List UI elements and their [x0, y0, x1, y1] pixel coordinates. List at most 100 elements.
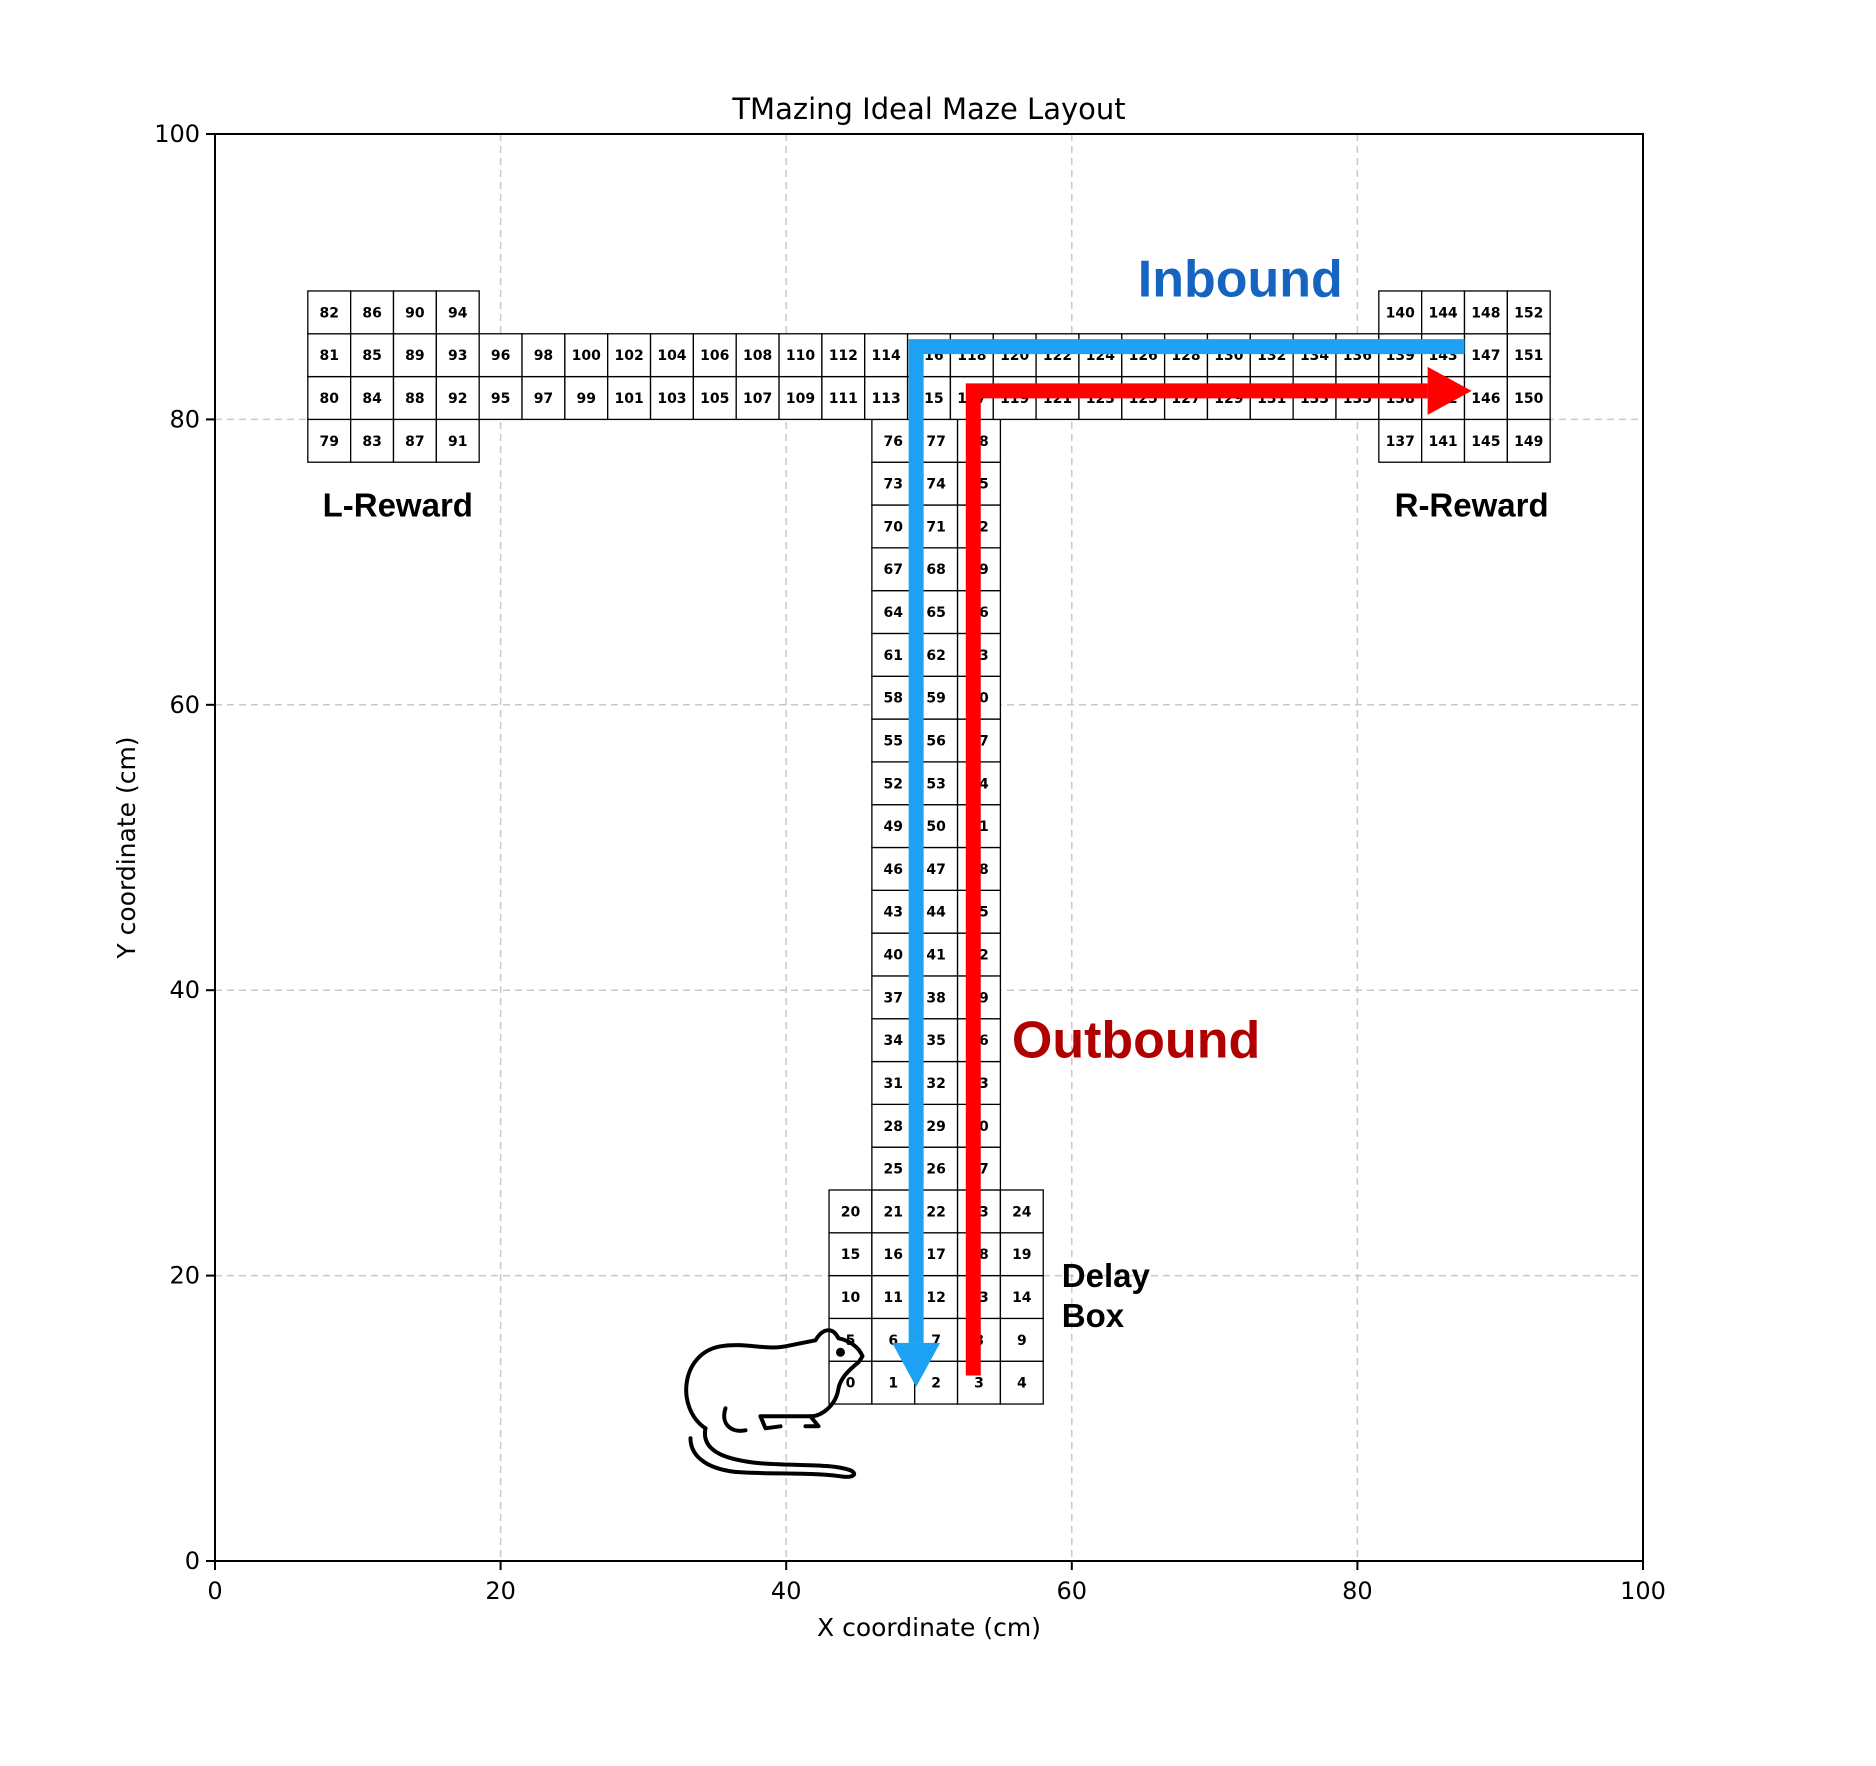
bin-cell	[435, 375, 480, 421]
bin-label: 38	[926, 990, 945, 1006]
inbound-path: Inbound	[892, 251, 1465, 1387]
bin-cell	[607, 333, 652, 378]
bin-cell	[350, 333, 395, 378]
bin-label: 58	[884, 691, 903, 707]
outbound-label: Outbound	[1012, 1011, 1260, 1069]
bin-label: 90	[405, 305, 425, 321]
bin-cell	[871, 547, 916, 592]
bin-label: 152	[1514, 305, 1543, 321]
bin-label: 68	[926, 562, 945, 578]
bin-cell	[435, 290, 480, 335]
bin-label: 151	[1514, 348, 1543, 364]
bin-label: 6	[888, 1333, 898, 1349]
rat-tail	[688, 1426, 856, 1479]
bin-label: 150	[1514, 391, 1543, 407]
maze-bin-83: 83	[350, 418, 395, 463]
bin-label: 87	[405, 434, 424, 450]
bin-label: 110	[786, 348, 815, 364]
bin-label: 76	[884, 434, 903, 450]
maze-bin-141: 141	[1421, 418, 1466, 463]
maze-bin-37: 37	[871, 975, 916, 1020]
bin-cell	[735, 333, 780, 378]
bin-label: 53	[926, 776, 945, 792]
maze-bin-70: 70	[871, 504, 916, 549]
maze-bin-21: 21	[871, 1189, 916, 1234]
bin-label: 98	[534, 348, 553, 364]
bin-label: 17	[926, 1247, 945, 1263]
maze-bin-106: 106	[692, 333, 737, 378]
maze-bin-5: 5	[828, 1317, 873, 1362]
bin-label: 19	[1012, 1247, 1031, 1263]
bin-label: 67	[884, 562, 903, 578]
bin-label: 88	[405, 391, 424, 407]
maze-bin-11: 11	[871, 1274, 916, 1320]
x-tick-label: 20	[485, 1577, 516, 1605]
maze-bin-112: 112	[821, 333, 866, 378]
bin-cell	[392, 375, 437, 421]
bin-label: 144	[1428, 305, 1457, 321]
maze-bin-100: 100	[564, 333, 609, 378]
rat-eye	[835, 1347, 845, 1357]
maze-bin-96: 96	[478, 333, 523, 378]
y-tick-label: 80	[169, 405, 200, 433]
bin-cell	[307, 418, 352, 463]
bin-label: 104	[657, 348, 686, 364]
bin-cell	[435, 418, 480, 463]
bin-label: 4	[1017, 1376, 1027, 1392]
bin-cell	[649, 333, 695, 378]
maze-bin-113: 113	[864, 375, 909, 421]
maze-bin-92: 92	[435, 375, 480, 421]
maze-bin-114: 114	[864, 333, 909, 378]
bin-cell	[871, 932, 916, 977]
bin-label: 146	[1471, 391, 1500, 407]
inbound-line	[908, 339, 1465, 1343]
bin-cell	[1378, 290, 1423, 335]
bin-cell	[999, 1360, 1044, 1405]
maze-bin-101: 101	[607, 375, 652, 421]
bin-label: 102	[615, 348, 644, 364]
bin-cell	[1506, 290, 1551, 335]
bin-cell	[828, 1317, 873, 1362]
bin-cell	[1421, 418, 1466, 463]
y-axis-label: Y coordinate (cm)	[112, 736, 141, 959]
bin-label: 31	[884, 1076, 903, 1092]
bin-label: 21	[884, 1204, 903, 1220]
maze-bin-89: 89	[392, 333, 437, 378]
bin-label: 59	[926, 691, 945, 707]
x-tick-label: 60	[1057, 1577, 1088, 1605]
inbound-label: Inbound	[1138, 251, 1343, 309]
maze-bin-99: 99	[564, 375, 609, 421]
x-tick-label: 40	[771, 1577, 802, 1605]
maze-bin-105: 105	[692, 375, 737, 421]
bin-label: 107	[743, 391, 772, 407]
maze-bin-107: 107	[735, 375, 780, 421]
bin-label: 24	[1012, 1204, 1032, 1220]
bin-label: 46	[884, 862, 903, 878]
bin-label: 3	[974, 1376, 984, 1392]
bin-label: 80	[319, 391, 339, 407]
maze-bin-55: 55	[871, 718, 916, 763]
bin-label: 82	[319, 305, 338, 321]
outbound-line	[965, 383, 1428, 1376]
rat-body	[684, 1328, 865, 1431]
bin-label: 1	[888, 1376, 898, 1392]
maze-bin-145: 145	[1463, 418, 1508, 463]
maze-bin-76: 76	[871, 418, 916, 463]
maze-bin-67: 67	[871, 547, 916, 592]
bin-label: 141	[1428, 434, 1457, 450]
bin-label: 147	[1471, 348, 1500, 364]
bin-cell	[478, 333, 523, 378]
outbound-path: Outbound	[965, 366, 1472, 1376]
bin-label: 12	[926, 1290, 945, 1306]
maze-bin-31: 31	[871, 1060, 916, 1106]
bin-label: 29	[926, 1119, 945, 1135]
maze-bin-64: 64	[871, 589, 916, 635]
bin-label: 137	[1386, 434, 1415, 450]
bin-cell	[871, 804, 916, 849]
maze-bin-82: 82	[307, 290, 352, 335]
bin-label: 43	[884, 905, 903, 921]
bin-cell	[1463, 375, 1508, 421]
bin-label: 49	[884, 819, 903, 835]
bin-cell	[999, 1317, 1044, 1362]
